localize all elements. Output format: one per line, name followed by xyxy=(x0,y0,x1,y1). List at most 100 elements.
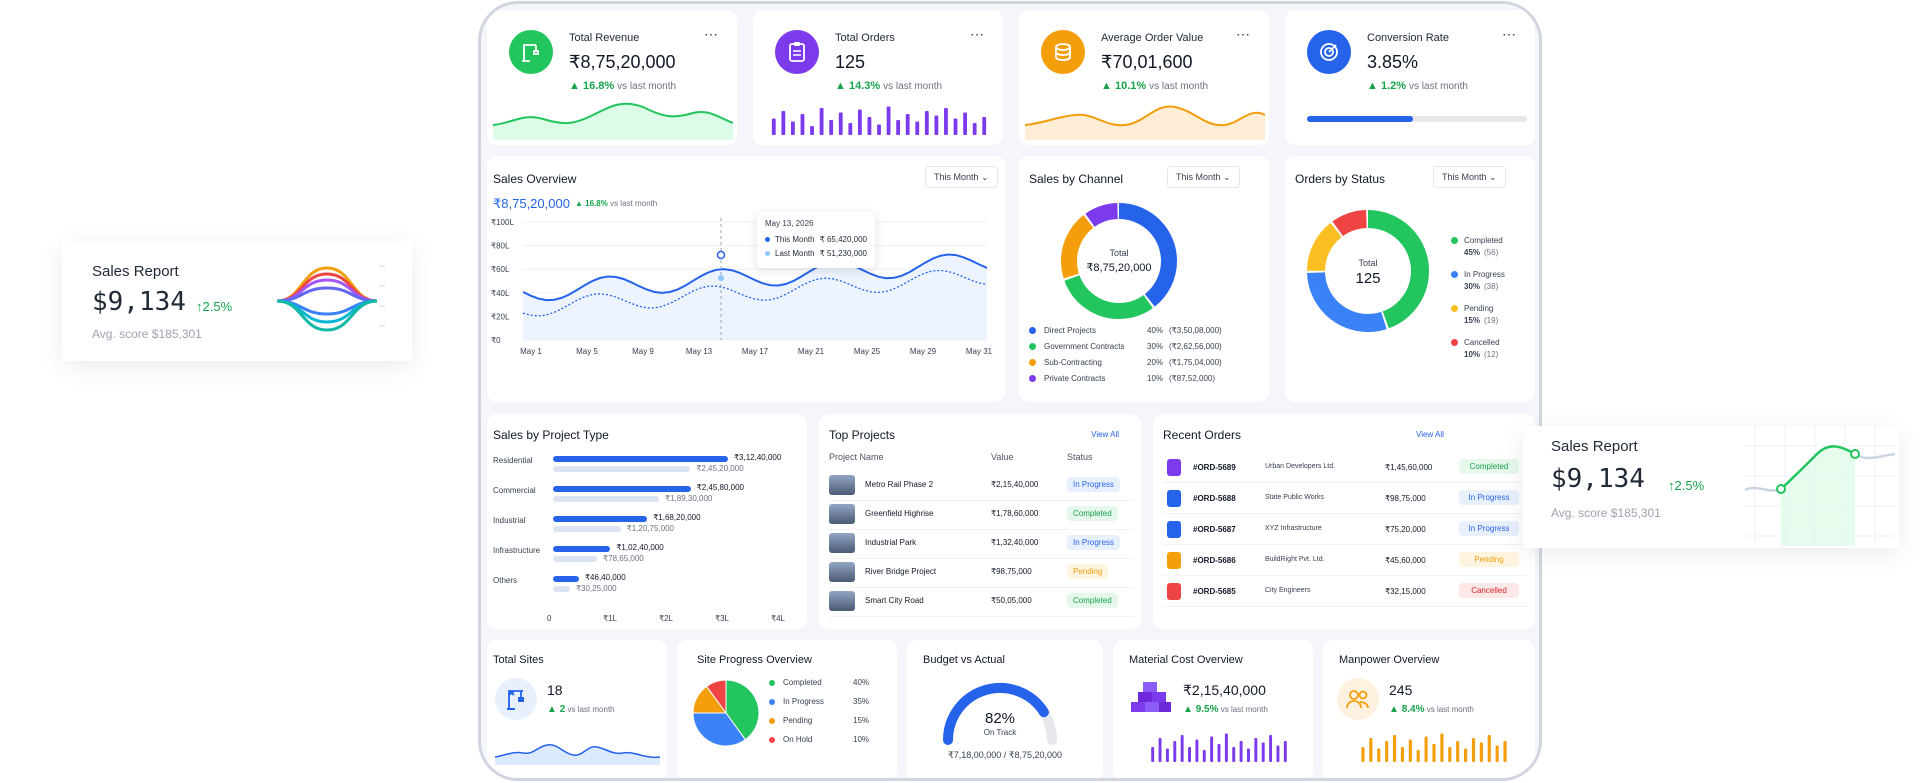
legend-pct: 20% xyxy=(1147,358,1164,367)
more-menu-icon[interactable]: ⋯ xyxy=(1502,26,1517,42)
table-row[interactable]: #ORD-5686 BuildRight Pvt. Ltd. ₹45,60,000 P… xyxy=(1163,545,1528,576)
bar-current xyxy=(553,576,579,582)
sparkline-bar xyxy=(963,112,967,135)
x-tick-label: ₹1L xyxy=(603,614,617,623)
sparkline-bar xyxy=(829,120,834,135)
table-row[interactable]: #ORD-5689 Urban Developers Ltd. ₹1,45,60,0… xyxy=(1163,452,1528,483)
sparkline-bar xyxy=(800,114,805,135)
legend-dot xyxy=(1451,237,1458,245)
bar-previous-label: ₹1,20,75,000 xyxy=(626,524,674,533)
filter-dropdown[interactable]: This Month ⌄ xyxy=(1167,166,1240,188)
category-label: Others xyxy=(493,576,518,585)
legend-dot xyxy=(1451,305,1458,313)
manpower-change: ▲ 8.4% vs last month xyxy=(1389,704,1474,715)
legend-row: Cancelled 10% (12) xyxy=(1451,338,1531,372)
sparkline-bar xyxy=(1158,738,1162,762)
material-card: Material Cost Overview ₹2,15,40,000 ▲ 9.… xyxy=(1113,640,1313,778)
legend-dot xyxy=(769,698,775,705)
kpi-change-up: ▲ 1.2% xyxy=(1367,80,1407,92)
legend-name: On Hold xyxy=(783,735,813,744)
table-row[interactable]: #ORD-5687 XYZ Infrastructure ₹75,20,000 In … xyxy=(1163,514,1528,545)
site-crane-icon xyxy=(495,678,537,720)
view-all-link[interactable]: View All xyxy=(1091,430,1119,439)
y-tick-label: ₹80L xyxy=(491,242,510,251)
sparkline-bar xyxy=(1224,733,1228,762)
sparkline-bar xyxy=(886,106,891,135)
legend-dot xyxy=(1029,375,1036,383)
sparkline-bar xyxy=(896,120,901,135)
orders-by-status-title: Orders by Status xyxy=(1295,172,1386,186)
sparkline-bar xyxy=(1408,739,1412,762)
legend-pct: 45% xyxy=(1464,248,1481,257)
filter-dropdown-label: This Month xyxy=(1442,172,1487,182)
sites-sparkline xyxy=(495,744,660,765)
more-menu-icon[interactable]: ⋯ xyxy=(1236,26,1251,42)
table-row[interactable]: Metro Rail Phase 2 ₹2,15,40,000 In Progres… xyxy=(829,472,1134,501)
kpi-value: ₹8,75,20,000 xyxy=(569,52,676,72)
site-progress-card: Site Progress Overview Completed 40% In Pr… xyxy=(677,640,897,778)
sparkline-bar xyxy=(1165,748,1169,762)
tooltip-date: May 13, 2026 xyxy=(765,219,814,228)
project-value: ₹1,78,60,000 xyxy=(991,509,1039,518)
legend-amount: (₹1,75,04,000) xyxy=(1169,358,1222,367)
table-row[interactable]: #ORD-5685 City Engineers ₹32,15,000 Cancell… xyxy=(1163,576,1528,607)
legend-dot xyxy=(1451,339,1458,347)
tooltip-last-value: ₹ 51,230,000 xyxy=(819,249,867,258)
pie-slice xyxy=(725,679,760,741)
legend-row: In Progress 30% (38) xyxy=(1451,270,1531,304)
order-amount: ₹1,45,60,000 xyxy=(1385,463,1433,472)
sparkline-bar xyxy=(1392,735,1397,762)
sparkline-bar xyxy=(1369,738,1373,762)
total-sites-title: Total Sites xyxy=(493,654,544,666)
sparkline-bar xyxy=(924,111,929,135)
sales-report-change: ↑2.5% xyxy=(196,299,233,314)
sparkline-bar xyxy=(1232,747,1236,762)
document-icon xyxy=(1167,490,1181,507)
sparkline-bar xyxy=(1180,735,1184,762)
order-id: #ORD-5688 xyxy=(1193,494,1236,503)
kpi-total-orders: Total Orders 125 ▲ 14.3% vs last month ⋯ xyxy=(753,10,1003,145)
legend-row: Pending 15% xyxy=(769,716,889,735)
order-amount: ₹98,75,000 xyxy=(1385,494,1426,503)
y-tick-label: ₹20L xyxy=(491,312,510,321)
table-row[interactable]: #ORD-5688 State Public Works ₹98,75,000 In … xyxy=(1163,483,1528,514)
table-row[interactable]: Greenfield Highrise ₹1,78,60,000 Completed xyxy=(829,501,1134,530)
kpi-change-up: ▲ 14.3% xyxy=(835,80,881,92)
status-badge: Cancelled xyxy=(1459,583,1519,598)
legend-dot xyxy=(1029,327,1036,335)
kpi-change: ▲ 16.8% vs last month xyxy=(569,80,677,92)
table-row[interactable]: Smart City Road ₹50,05,000 Completed xyxy=(829,588,1134,617)
order-client: Urban Developers Ltd. xyxy=(1265,463,1336,470)
bar-current xyxy=(553,486,691,492)
legend-name: Direct Projects xyxy=(1044,326,1097,335)
legend-pct: 10% xyxy=(1464,350,1481,359)
chevron-down-icon: ⌄ xyxy=(981,172,989,182)
legend-name: Sub-Contracting xyxy=(1044,358,1102,367)
legend-row: Government Contracts 30% (₹2,62,56,000) xyxy=(1029,342,1259,358)
sparkline-bar xyxy=(1254,738,1258,762)
legend-dot xyxy=(769,736,775,743)
filter-dropdown[interactable]: This Month ⌄ xyxy=(1433,166,1506,188)
project-value: ₹2,15,40,000 xyxy=(991,480,1039,489)
y-tick-label: ₹100L xyxy=(491,218,514,227)
x-tick-label: May 21 xyxy=(798,347,825,356)
sparkline-bar xyxy=(1377,748,1381,762)
kpi-change-up: ▲ 16.8% xyxy=(569,80,615,92)
sparkline-bar xyxy=(1269,735,1273,762)
more-menu-icon[interactable]: ⋯ xyxy=(970,26,985,42)
bar-current-label: ₹46,40,000 xyxy=(584,573,626,582)
table-row[interactable]: River Bridge Project ₹98,75,000 Pending xyxy=(829,559,1134,588)
legend-name: In Progress xyxy=(783,697,824,706)
sparkline-bar xyxy=(1173,741,1177,762)
table-row[interactable]: Industrial Park ₹1,32,40,000 In Progress xyxy=(829,530,1134,559)
filter-dropdown[interactable]: This Month ⌄ xyxy=(925,166,998,188)
conversion-progress-fill xyxy=(1307,116,1413,122)
legend-row: On Hold 10% xyxy=(769,735,889,754)
more-menu-icon[interactable]: ⋯ xyxy=(704,26,719,42)
category-label: Industrial xyxy=(493,516,526,525)
category-label: Commercial xyxy=(493,486,536,495)
status-legend: Completed 45% (56) In Progress 30% (38) Pendin… xyxy=(1451,236,1531,372)
view-all-link[interactable]: View All xyxy=(1416,430,1444,439)
conversion-progress-track xyxy=(1307,116,1527,122)
sparkline-bar xyxy=(905,114,910,135)
